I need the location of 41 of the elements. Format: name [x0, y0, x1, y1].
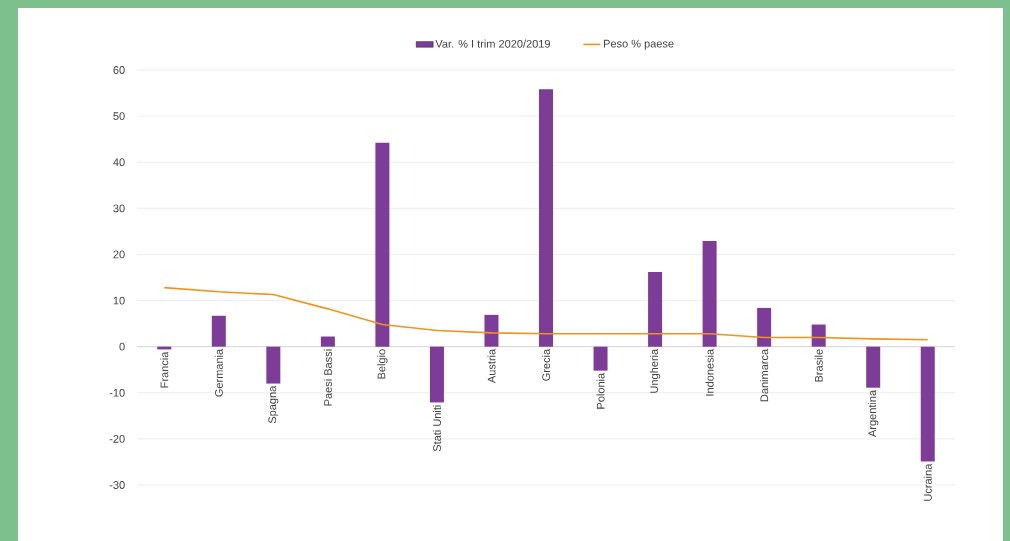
x-tick-label: Brasile — [814, 349, 823, 382]
bar — [375, 142, 390, 347]
y-tick-label: -20 — [109, 434, 125, 443]
x-tick-label: Argentina — [868, 389, 879, 437]
x-tick-label: Austria — [487, 348, 496, 384]
y-tick-label: 60 — [113, 66, 125, 74]
legend-label: Var. % I trim 2020/2019 — [435, 39, 550, 48]
y-tick-label: 30 — [113, 204, 125, 213]
bar — [811, 324, 826, 347]
y-tick-label: -30 — [109, 481, 125, 489]
x-tick-label: Indonesia — [705, 348, 714, 396]
bar — [920, 346, 935, 462]
bar — [539, 89, 553, 347]
bar — [593, 346, 608, 371]
x-tick-label: Belgio — [377, 349, 388, 379]
bar — [211, 315, 226, 347]
bar — [320, 336, 335, 347]
bar — [866, 346, 881, 388]
x-tick-label: Grecia — [541, 348, 551, 381]
y-tick-label: -10 — [109, 388, 125, 397]
bar — [266, 346, 281, 384]
y-tick-label: 50 — [113, 112, 125, 121]
x-tick-label: Francia — [160, 351, 169, 388]
bar — [702, 241, 717, 347]
x-tick-label: Ungheria — [649, 348, 661, 393]
y-tick-label: 40 — [113, 158, 125, 167]
x-tick-label: Germania — [214, 348, 223, 397]
bar — [648, 271, 663, 347]
y-tick-label: 0 — [119, 342, 125, 351]
x-tick-label: Stati Uniti — [432, 405, 441, 452]
y-tick-label: 10 — [113, 296, 125, 305]
x-tick-label: Ucraina — [923, 463, 932, 501]
x-tick-label: Danimarca — [760, 348, 769, 402]
legend-label: Peso % paese — [604, 39, 674, 50]
bar — [429, 346, 444, 403]
y-tick-label: 20 — [113, 250, 125, 259]
x-tick-label: Spagna — [268, 385, 279, 424]
x-tick-label: Paesi Bassi — [323, 349, 332, 406]
bar — [757, 307, 772, 347]
bar — [484, 314, 499, 347]
x-tick-label: Polonia — [596, 372, 605, 409]
